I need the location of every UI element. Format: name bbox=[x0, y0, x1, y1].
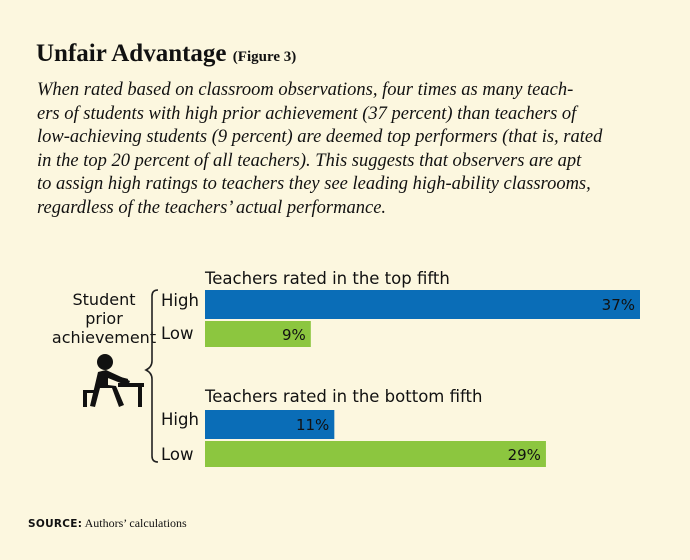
category-label: High bbox=[161, 291, 199, 310]
category-label: Low bbox=[161, 324, 194, 343]
group-title: Teachers rated in the top fifth bbox=[204, 269, 450, 288]
source-label: SOURCE: bbox=[28, 518, 83, 530]
side-label-line: prior bbox=[85, 309, 123, 328]
bar-high bbox=[205, 410, 335, 439]
side-label-line: achievement bbox=[52, 328, 156, 347]
title-text: Unfair Advantage bbox=[36, 40, 227, 67]
caption-line: in the top 20 percent of all teachers). … bbox=[37, 150, 582, 171]
value-label: 9% bbox=[282, 326, 306, 344]
side-label-line: Student bbox=[73, 290, 136, 309]
category-label: Low bbox=[161, 445, 194, 464]
group-title: Teachers rated in the bottom fifth bbox=[204, 387, 482, 406]
caption-line: regardless of the teachers’ actual perfo… bbox=[37, 197, 387, 218]
caption-line: to assign high ratings to teachers they … bbox=[37, 174, 591, 195]
student-at-desk-icon bbox=[83, 354, 144, 407]
value-label: 29% bbox=[508, 446, 541, 464]
value-label: 11% bbox=[296, 416, 329, 434]
bar-low bbox=[205, 441, 546, 467]
figure-label: (Figure 3) bbox=[232, 49, 297, 65]
caption-line: When rated based on classroom observatio… bbox=[37, 80, 574, 100]
value-label: 37% bbox=[602, 296, 635, 314]
source-note: SOURCE: Authors’ calculations bbox=[28, 516, 187, 531]
bar-low bbox=[205, 321, 311, 347]
chart-title: Unfair Advantage (Figure 3) bbox=[36, 40, 296, 68]
caption-line: low-achieving students (9 percent) are d… bbox=[37, 127, 603, 148]
category-label: High bbox=[161, 410, 199, 429]
source-text: Authors’ calculations bbox=[84, 516, 187, 530]
bracket bbox=[144, 289, 159, 463]
bar-high bbox=[205, 290, 640, 319]
caption: When rated based on classroom observatio… bbox=[37, 79, 637, 221]
caption-line: ers of students with high prior achievem… bbox=[37, 103, 577, 124]
